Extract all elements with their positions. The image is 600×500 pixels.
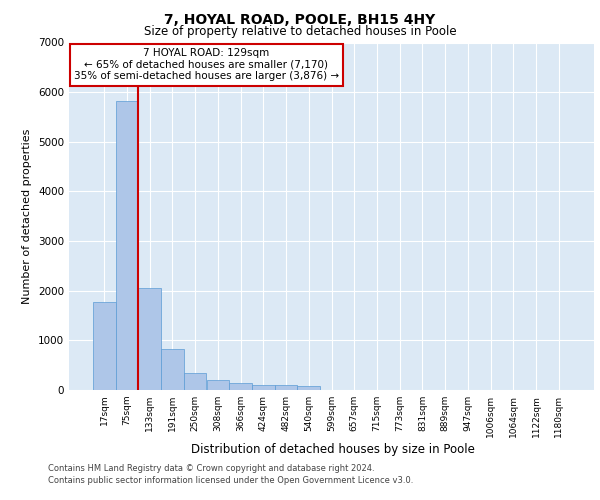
Text: Contains HM Land Registry data © Crown copyright and database right 2024.: Contains HM Land Registry data © Crown c… (48, 464, 374, 473)
Bar (139, 288, 161, 390)
Bar (93, 302, 116, 390)
Bar (161, 349, 184, 390)
Bar (298, 386, 320, 390)
Text: Contains public sector information licensed under the Open Government Licence v3: Contains public sector information licen… (48, 476, 413, 485)
Bar (229, 384, 252, 390)
Text: 7, HOYAL ROAD, POOLE, BH15 4HY: 7, HOYAL ROAD, POOLE, BH15 4HY (164, 12, 436, 26)
Bar (206, 380, 229, 390)
Text: Size of property relative to detached houses in Poole: Size of property relative to detached ho… (143, 25, 457, 38)
Bar (275, 386, 298, 390)
Bar (252, 385, 275, 390)
Bar (184, 373, 206, 390)
Text: 7 HOYAL ROAD: 129sqm
← 65% of detached houses are smaller (7,170)
35% of semi-de: 7 HOYAL ROAD: 129sqm ← 65% of detached h… (74, 48, 339, 82)
Bar (116, 101, 139, 390)
Text: Distribution of detached houses by size in Poole: Distribution of detached houses by size … (191, 442, 475, 456)
Y-axis label: Number of detached properties: Number of detached properties (22, 128, 32, 304)
